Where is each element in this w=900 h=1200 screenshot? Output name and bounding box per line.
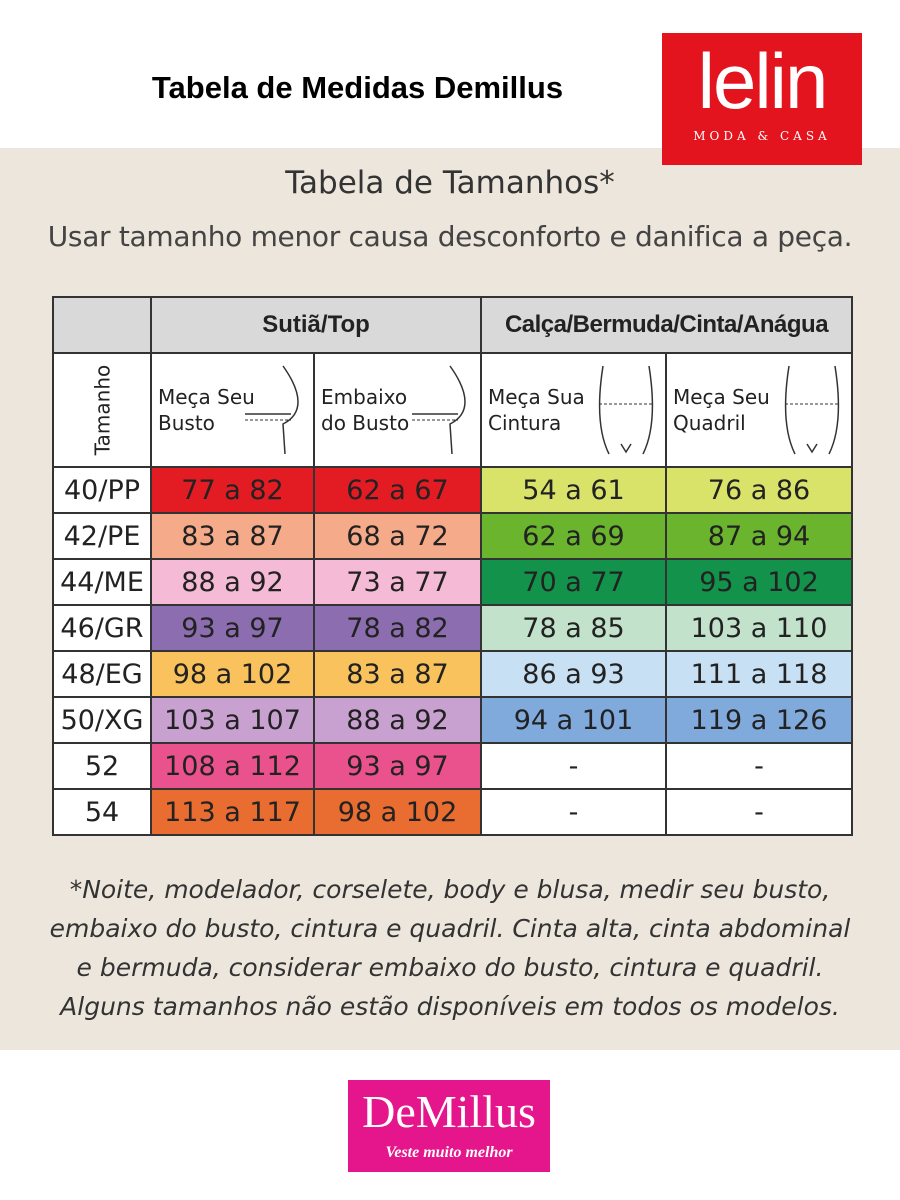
demillus-logo: DeMillus Veste muito melhor — [348, 1080, 550, 1172]
measure-cell: 93 a 97 — [150, 604, 315, 652]
measure-cell: 103 a 110 — [665, 604, 853, 652]
size-row: 42/PE 83 a 87 68 a 72 62 a 69 87 a 94 — [52, 512, 853, 560]
blank — [52, 296, 152, 354]
column-header: Embaixo do Busto — [313, 352, 482, 468]
measure-cell: 98 a 102 — [150, 650, 315, 698]
size-header-cell: Tamanho — [52, 352, 152, 468]
size-row: 50/XG 103 a 107 88 a 92 94 a 101 119 a 126 — [52, 696, 853, 744]
body-sketch — [245, 365, 299, 455]
column-header: Meça Seu Quadril — [665, 352, 853, 468]
size-cell: 44/ME — [52, 558, 152, 606]
measure-cell: 111 a 118 — [665, 650, 853, 698]
footnote: *Noite, modelador, corselete, body e blu… — [0, 870, 900, 1026]
size-cell: 46/GR — [52, 604, 152, 652]
measure-cell: 54 a 61 — [480, 466, 667, 514]
measure-cell: 83 a 87 — [150, 512, 315, 560]
size-table: Sutiã/Top Calça/Bermuda/Cinta/Anágua Taman… — [52, 296, 853, 836]
measure-cell: 103 a 107 — [150, 696, 315, 744]
column-label: Meça Seu Quadril — [667, 384, 851, 436]
label-line: Meça Seu — [158, 385, 255, 409]
label-line: do Busto — [321, 411, 410, 435]
label-line: Busto — [158, 411, 215, 435]
measure-cell: 68 a 72 — [313, 512, 482, 560]
size-cell: 40/PP — [52, 466, 152, 514]
measure-cell: 77 a 82 — [150, 466, 315, 514]
measure-cell: 76 a 86 — [665, 466, 853, 514]
size-row: 54 113 a 117 98 a 102- - — [52, 788, 853, 836]
body-sketch — [598, 365, 654, 455]
measure-cell: - — [665, 742, 853, 790]
measure-cell: 93 a 97 — [313, 742, 482, 790]
measure-cell: 87 a 94 — [665, 512, 853, 560]
size-cell: 48/EG — [52, 650, 152, 698]
footnote-line: *Noite, modelador, corselete, body e blu… — [69, 875, 831, 904]
size-header: Tamanho — [90, 364, 114, 456]
measure-cell: 86 a 93 — [480, 650, 667, 698]
lelin-logo: lelin MODA & CASA — [662, 33, 862, 165]
logo-name: lelin — [697, 37, 829, 125]
measure-cell: 88 a 92 — [313, 696, 482, 744]
size-cell: 42/PE — [52, 512, 152, 560]
label-line: Quadril — [673, 411, 746, 435]
label-line: Meça Sua — [488, 385, 585, 409]
measure-cell: - — [665, 788, 853, 836]
label-line: Cintura — [488, 411, 562, 435]
label-line: Meça Seu — [673, 385, 770, 409]
logo-name: DeMillus — [362, 1086, 536, 1137]
size-row: 46/GR 93 a 97 78 a 82 78 a 85 103 a 110 — [52, 604, 853, 652]
size-cell: 50/XG — [52, 696, 152, 744]
body-sketch — [412, 365, 466, 455]
measure-cell: 95 a 102 — [665, 558, 853, 606]
footnote-line: e bermuda, considerar embaixo do busto, … — [76, 953, 824, 982]
measure-cell: 83 a 87 — [313, 650, 482, 698]
size-row: 52 108 a 112 93 a 97- - — [52, 742, 853, 790]
column-label: Embaixo do Busto — [315, 384, 480, 436]
measure-cell: 113 a 117 — [150, 788, 315, 836]
logo-tagline: Veste muito melhor — [385, 1144, 513, 1161]
measure-cell: 73 a 77 — [313, 558, 482, 606]
logo-tagline: MODA & CASA — [693, 129, 831, 143]
size-row: 44/ME 88 a 92 73 a 77 70 a 77 95 a 102 — [52, 558, 853, 606]
measure-cell: - — [480, 788, 667, 836]
measure-cell: 78 a 85 — [480, 604, 667, 652]
footnote-line: embaixo do busto, cintura e quadril. Cin… — [49, 914, 851, 943]
measure-cell: 62 a 67 — [313, 466, 482, 514]
body-sketch — [784, 365, 840, 455]
measure-cell: 98 a 102 — [313, 788, 482, 836]
measure-cell: 62 a 69 — [480, 512, 667, 560]
measure-cell: - — [480, 742, 667, 790]
page-title: Tabela de Medidas Demillus — [151, 70, 564, 105]
group-row: Sutiã/Top Calça/Bermuda/Cinta/Anágua — [52, 296, 853, 354]
size-cell: 54 — [52, 788, 152, 836]
measure-cell: 108 a 112 — [150, 742, 315, 790]
measure-cell: 94 a 101 — [480, 696, 667, 744]
measure-cell: 119 a 126 — [665, 696, 853, 744]
size-row: 40/PP 77 a 82 62 a 67 54 a 61 76 a 86 — [52, 466, 853, 514]
footnote-line: Alguns tamanhos não estão disponíveis em… — [60, 992, 840, 1021]
label-line: Embaixo — [321, 385, 408, 409]
measure-cell: 70 a 77 — [480, 558, 667, 606]
column-header: Meça Seu Busto — [150, 352, 315, 468]
measure-cell: 88 a 92 — [150, 558, 315, 606]
measure-cell: 78 a 82 — [313, 604, 482, 652]
size-row: 48/EG 98 a 102 83 a 87 86 a 93 111 a 118 — [52, 650, 853, 698]
subheader-row: Tamanho Meça Seu Busto Embaixo do Busto Meça … — [52, 352, 853, 468]
table-title: Tabela de Tamanhos* — [285, 165, 615, 201]
column-label: Meça Sua Cintura — [482, 384, 665, 436]
size-cell: 52 — [52, 742, 152, 790]
group-header: Sutiã/Top — [150, 296, 482, 354]
column-header: Meça Sua Cintura — [480, 352, 667, 468]
subtitle: Usar tamanho menor causa desconforto e d… — [47, 220, 853, 253]
group-header: Calça/Bermuda/Cinta/Anágua — [480, 296, 853, 354]
column-label: Meça Seu Busto — [152, 384, 313, 436]
